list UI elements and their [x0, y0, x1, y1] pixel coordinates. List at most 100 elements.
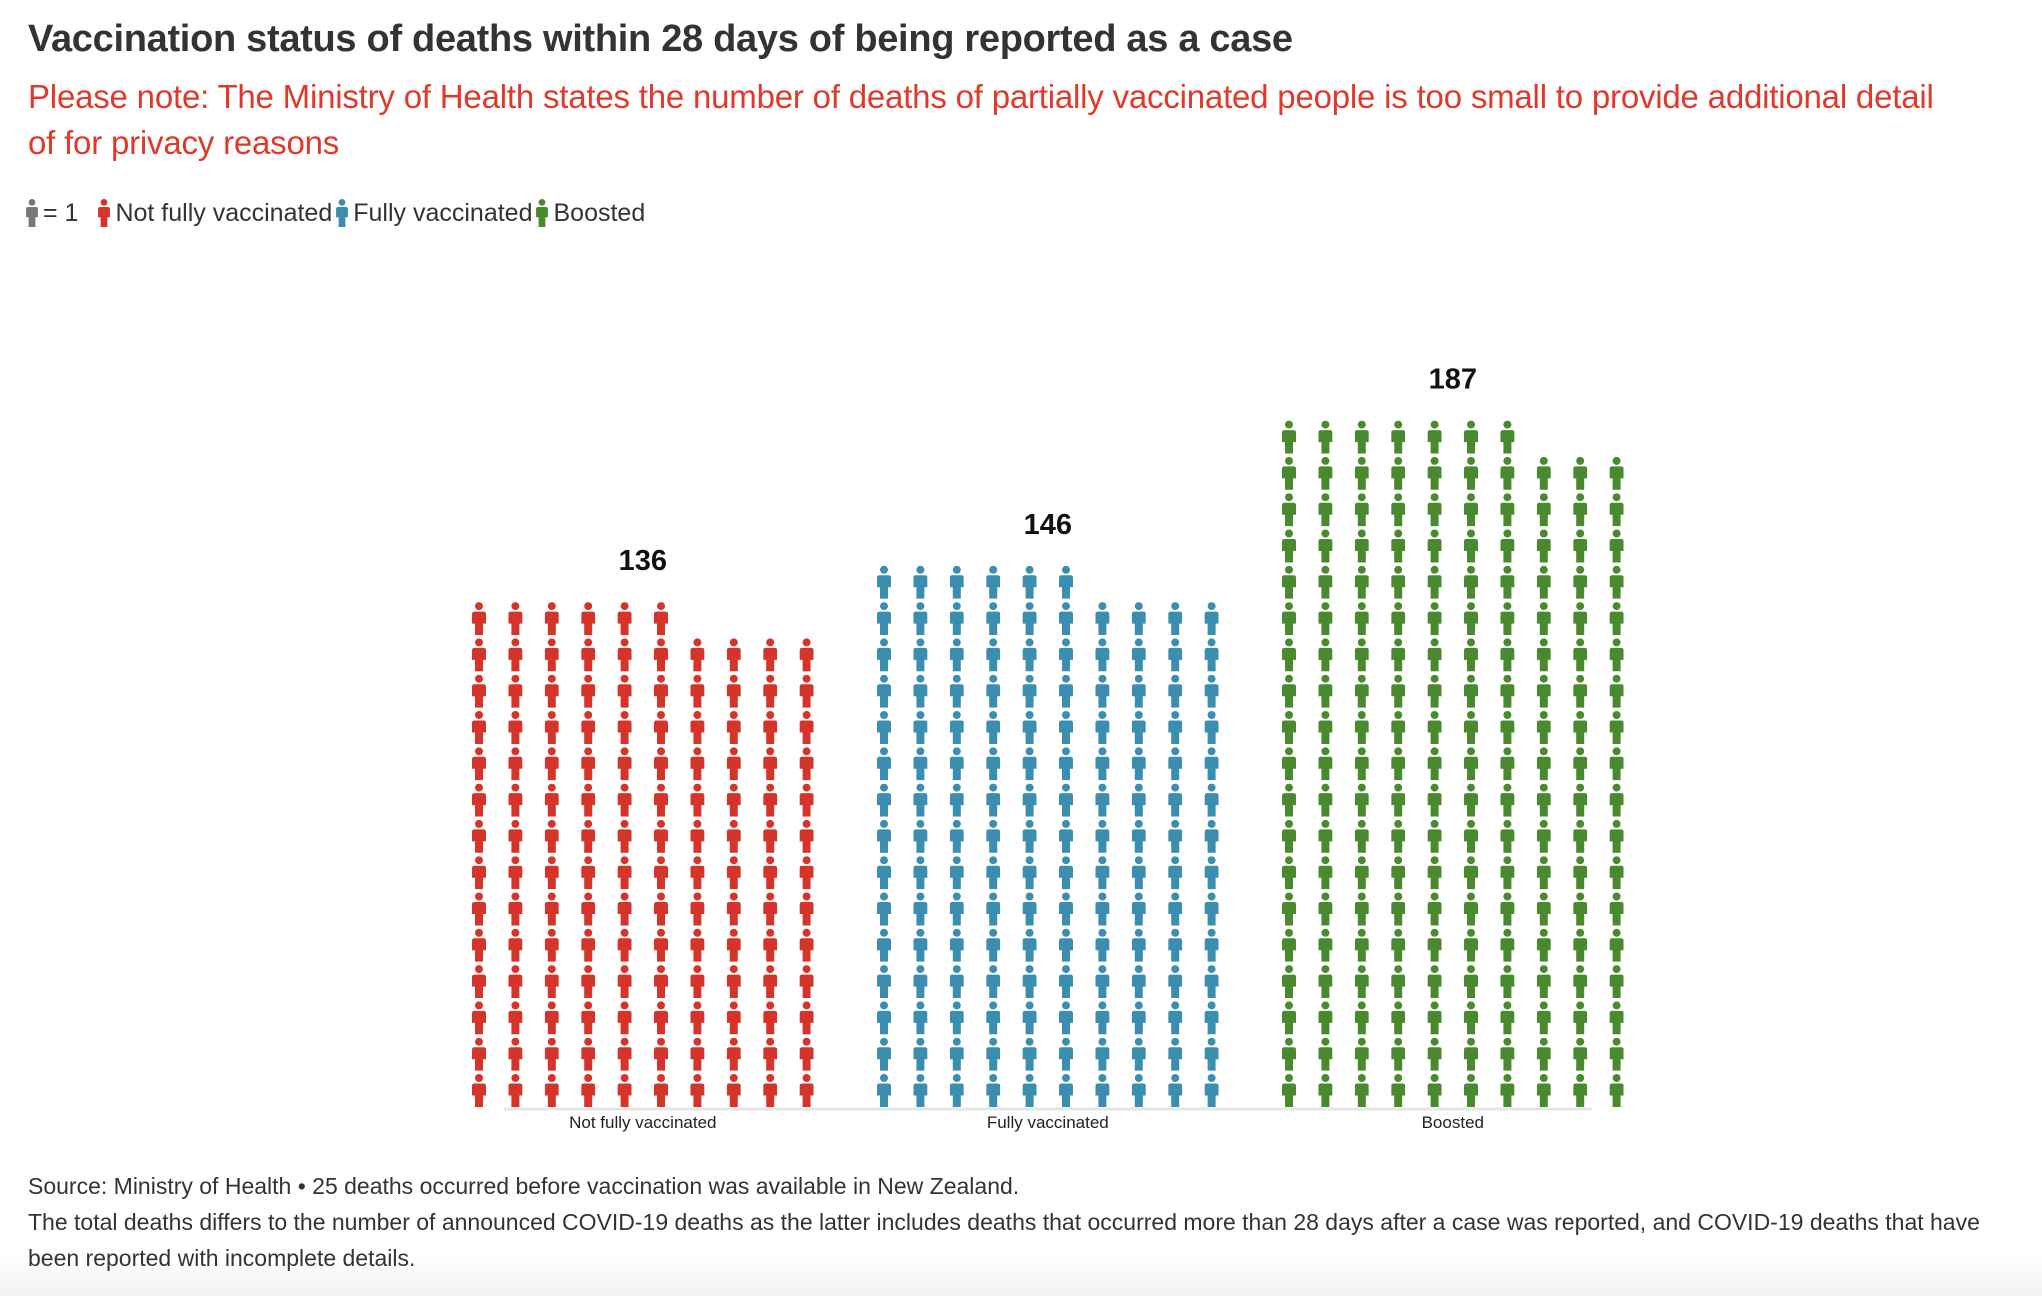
person-icon: [877, 674, 891, 708]
person-icon: [799, 1037, 814, 1071]
person-icon: [654, 819, 668, 853]
person-icon: [877, 711, 891, 744]
person-icon: [544, 1074, 559, 1107]
person-icon: [1282, 493, 1296, 527]
person-icon: [949, 1074, 964, 1107]
person-icon: [763, 819, 778, 853]
person-icon: [1464, 565, 1478, 599]
person-icon: [949, 965, 964, 999]
person-icon: [1131, 856, 1146, 890]
person-icon: [1500, 819, 1515, 853]
person-icon: [472, 783, 486, 817]
person-icon: [949, 892, 964, 926]
person-icon: [1609, 892, 1624, 926]
person-icon: [690, 1074, 705, 1107]
person-icon: [949, 856, 964, 890]
person-icon: [1464, 529, 1478, 563]
person-icon: [1282, 856, 1296, 890]
person-icon: [986, 856, 1001, 890]
legend-item-not-fully-vaccinated: Not fully vaccinated: [98, 199, 332, 228]
person-icon: [1354, 747, 1369, 781]
person-icon: [799, 747, 814, 781]
person-icon: [1391, 856, 1406, 890]
legend-label: Not fully vaccinated: [115, 198, 333, 227]
person-icon: [913, 1074, 928, 1107]
person-icon: [913, 638, 928, 672]
person-icon: [726, 638, 741, 672]
person-icon: [581, 674, 596, 708]
person-icon: [986, 783, 1001, 817]
person-icon: [877, 856, 891, 890]
person-icon: [617, 965, 632, 999]
person-icon: [508, 1074, 523, 1107]
person-icon: [1059, 602, 1073, 636]
person-icon: [508, 747, 523, 781]
legend-label: Boosted: [553, 198, 646, 227]
person-icon: [1573, 819, 1588, 853]
person-icon: [1609, 565, 1624, 599]
person-icon: [1427, 493, 1442, 527]
person-icon: [1131, 638, 1146, 672]
person-icon: [1500, 783, 1515, 817]
person-icon: [1536, 783, 1551, 817]
legend-scale-label: = 1: [43, 198, 79, 227]
person-icon: [1318, 892, 1333, 926]
person-icon: [472, 747, 486, 781]
person-icon: [1168, 819, 1183, 853]
person-icon: [1204, 783, 1219, 817]
person-icon: [1168, 674, 1183, 708]
person-icon: [1354, 783, 1369, 817]
person-icon: [508, 602, 523, 636]
person-icon: [877, 602, 891, 636]
person-icon: [986, 928, 1001, 962]
person-icon: [799, 928, 814, 962]
person-icon: [581, 711, 596, 744]
person-icon: [1282, 638, 1296, 672]
person-icon: [1391, 674, 1406, 708]
person-icon: [1059, 674, 1073, 708]
person-icon: [617, 1037, 632, 1071]
person-icon: [1427, 1001, 1442, 1035]
person-icon: [1022, 892, 1037, 926]
person-icon: [1609, 928, 1624, 962]
person-icon: [690, 674, 705, 708]
person-icon: [472, 674, 486, 708]
person-icon: [1573, 602, 1588, 636]
person-icon: [1318, 420, 1333, 454]
person-icon: [726, 965, 741, 999]
source-line: Source: Ministry of Health • 25 deaths o…: [28, 1173, 1020, 1199]
person-icon: [986, 965, 1001, 999]
person-icon: [654, 1001, 668, 1035]
person-icon: [1464, 892, 1478, 926]
person-icon: [913, 1001, 928, 1035]
person-icon: [726, 747, 741, 781]
person-icon: [1500, 529, 1515, 563]
person-icon: [1609, 638, 1624, 672]
footer: Source: Ministry of Health • 25 deaths o…: [28, 1168, 2018, 1276]
person-icon: [877, 928, 891, 962]
person-icon: [1204, 638, 1219, 672]
person-icon: [1168, 1037, 1183, 1071]
person-icon: [544, 1001, 559, 1035]
person-icon: [1464, 602, 1478, 636]
person-icon: [763, 711, 778, 744]
person-icon: [1500, 747, 1515, 781]
person-icon: [1464, 747, 1478, 781]
person-icon: [617, 1074, 632, 1107]
person-icon: [1573, 892, 1588, 926]
person-icon: [1573, 856, 1588, 890]
person-icon: [1354, 1037, 1369, 1071]
person-icon: [1282, 819, 1296, 853]
person-icon: [1500, 456, 1515, 490]
person-icon: [1022, 965, 1037, 999]
person-icon: [581, 1037, 596, 1071]
person-icon: [1500, 856, 1515, 890]
person-icon: [1464, 1001, 1478, 1035]
person-icon: [1059, 638, 1073, 672]
person-icon: [1536, 856, 1551, 890]
person-icon: [1318, 638, 1333, 672]
person-icon: [472, 928, 486, 962]
person-icon: [1095, 1001, 1110, 1035]
person-icon: [1573, 529, 1588, 563]
person-icon: [1609, 493, 1624, 527]
